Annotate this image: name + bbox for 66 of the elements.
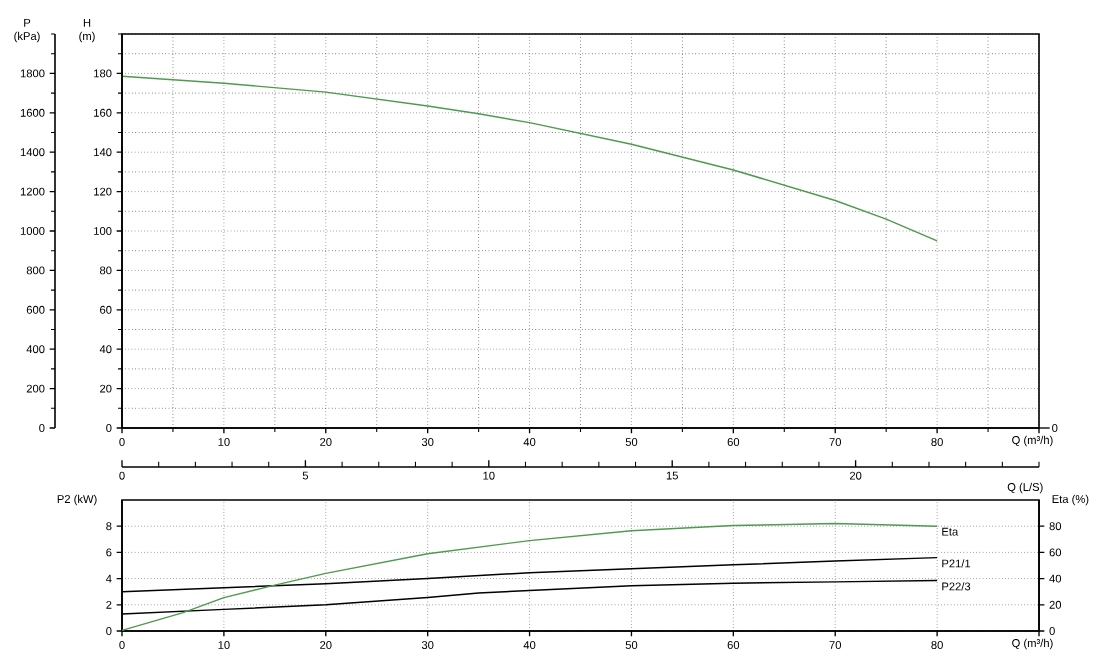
series-label: P21/1 — [942, 559, 971, 568]
x2-axis-title: Q (L/S) — [1007, 482, 1043, 494]
x-tick-label: 30 — [421, 438, 434, 446]
x-tick-label: 70 — [829, 641, 842, 649]
x-tick-label: 80 — [931, 438, 943, 446]
y-tick-label: 0 — [106, 627, 112, 635]
x-tick-label: 50 — [625, 641, 638, 649]
x-tick-label: 40 — [523, 438, 536, 446]
text: 0 — [1052, 424, 1058, 432]
x-tick-label: 80 — [931, 641, 943, 649]
x2-tick-label: 20 — [849, 471, 862, 480]
y2-tick-label: 400 — [26, 345, 45, 354]
x2-tick-label: 10 — [483, 471, 495, 480]
line-series — [121, 75, 938, 242]
x-tick-label: 60 — [727, 438, 740, 446]
y2-tick-label: 1800 — [20, 69, 45, 78]
x-axis-title: Q (m³/h) — [1012, 638, 1053, 650]
y2-tick-label: 80 — [1049, 522, 1062, 531]
series-label: Eta — [942, 527, 959, 536]
y-axis-title: P2 (kW) — [57, 494, 97, 506]
y2-tick-label: 1000 — [20, 227, 45, 235]
y-tick-label: 4 — [105, 574, 112, 583]
y2-axis-title: Eta (%) — [1052, 494, 1089, 506]
y-tick-label: 40 — [99, 345, 112, 354]
y2-tick-label: 60 — [1049, 548, 1062, 557]
y2-tick-label: 1200 — [20, 187, 45, 196]
y2-tick-label: 0 — [39, 424, 45, 432]
x-tick-label: 20 — [320, 641, 332, 649]
x-tick-label: 10 — [218, 438, 230, 446]
x-tick-label: 0 — [119, 641, 125, 649]
y2-tick-label: 1400 — [20, 148, 45, 157]
y-tick-label: 0 — [106, 424, 112, 432]
y-tick-label: 8 — [106, 522, 112, 531]
x-tick-label: 40 — [523, 641, 536, 649]
x2-tick-label: 15 — [666, 471, 678, 480]
y-tick-label: 100 — [94, 227, 112, 235]
y-tick-label: 180 — [94, 69, 112, 78]
x-axis-title: Q (m³/h) — [1012, 435, 1053, 447]
y-tick-label: 20 — [100, 384, 112, 393]
y2-tick-label: 200 — [26, 384, 45, 393]
line-series — [121, 522, 938, 632]
y-tick-label: 140 — [94, 148, 112, 157]
y2-tick-label: 0 — [1049, 627, 1055, 635]
x2-tick-label: 0 — [119, 471, 125, 480]
y-tick-label: 120 — [94, 187, 112, 196]
x2-tick-label: 5 — [302, 471, 309, 480]
y-tick-label: 2 — [106, 600, 112, 609]
x-tick-label: 50 — [625, 438, 638, 446]
x-tick-label: 0 — [119, 438, 125, 446]
x-tick-label: 20 — [320, 438, 332, 446]
y-tick-label: 6 — [106, 548, 112, 557]
y-tick-label: 60 — [100, 305, 112, 314]
y2-tick-label: 800 — [26, 266, 45, 275]
x-tick-label: 10 — [218, 641, 230, 649]
x-tick-label: 60 — [727, 641, 740, 649]
y2-tick-label: 600 — [26, 305, 45, 314]
y-tick-label: 160 — [94, 108, 112, 117]
y2-axis-title: P (kPa) — [14, 18, 40, 43]
x-tick-label: 30 — [421, 641, 434, 649]
y-axis-title: H (m) — [79, 18, 95, 43]
series-label: P22/3 — [942, 582, 971, 591]
y-tick-label: 80 — [99, 266, 112, 275]
y2-tick-label: 1600 — [20, 108, 45, 117]
x-tick-label: 70 — [829, 438, 842, 446]
y2-tick-label: 20 — [1049, 600, 1062, 609]
y2-tick-label: 40 — [1049, 574, 1062, 583]
